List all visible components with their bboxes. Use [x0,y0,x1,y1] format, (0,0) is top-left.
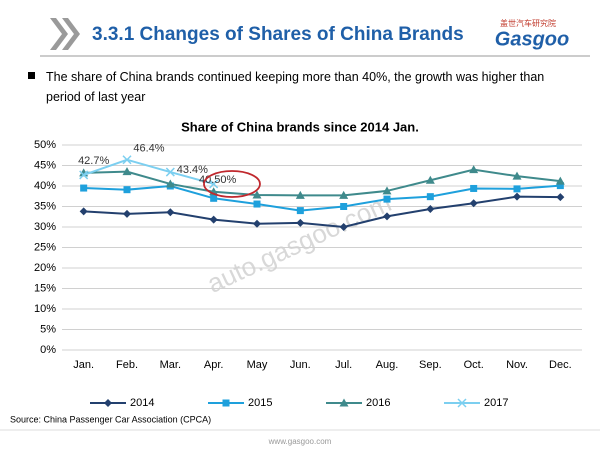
point [512,171,522,180]
y-tick-label: 25% [34,241,56,253]
legend-label: 2017 [484,397,508,409]
y-tick-label: 15% [34,282,56,294]
point [340,203,348,210]
point [383,212,391,221]
point [123,209,131,218]
x-tick-label: Feb. [116,359,138,371]
y-tick-label: 35% [34,200,56,212]
logo-cn: 盖世汽车研究院 [500,18,556,28]
x-tick-label: Jul. [335,359,352,371]
point [555,176,565,185]
point [209,215,218,224]
point [425,175,435,184]
data-label: 46.4% [133,143,164,155]
point [166,208,175,217]
x-tick-label: Oct. [464,359,484,371]
y-tick-label: 10% [34,303,56,315]
point [339,223,348,231]
point [295,190,305,199]
series-line [83,158,214,185]
point [253,219,261,228]
point [469,199,478,208]
x-tick-label: Apr. [204,359,224,371]
legend-marker [104,399,112,407]
y-tick-label: 0% [40,344,56,356]
legend-label: 2016 [366,397,390,409]
y-tick-label: 30% [34,221,56,233]
x-tick-label: May [247,359,268,371]
point [209,179,219,189]
point [513,192,521,201]
point [122,167,132,176]
legend-label: 2015 [248,397,272,409]
logo: Gasgoo [495,28,569,50]
point [296,218,305,227]
point [80,184,88,192]
slide-title: 3.3.1 Changes of Shares of China Brands [92,24,464,45]
x-tick-label: Sep. [419,359,442,371]
highlight-ring [203,170,261,198]
bullet-marker [28,72,35,79]
y-tick-label: 20% [34,262,56,274]
point [470,184,478,192]
point [253,200,261,208]
y-tick-label: 45% [34,159,56,171]
x-tick-label: Aug. [376,359,399,371]
bullet-text: The share of China brands continued keep… [46,70,545,104]
footer: www.gasgoo.com [268,437,332,446]
x-tick-label: Nov. [506,359,528,371]
point [296,207,304,215]
point [123,186,131,194]
legend-marker [457,398,467,408]
point [210,194,218,202]
x-tick-label: Jan. [73,359,94,371]
source: Source: China Passenger Car Association … [10,414,211,424]
point [556,193,565,202]
point [426,193,434,201]
point [556,182,564,190]
legend-marker [339,398,349,407]
y-tick-label: 50% [34,139,56,151]
x-tick-label: Dec. [549,359,572,371]
bullet-box: The share of China brands continued keep… [46,70,545,104]
data-label: 43.4% [177,164,208,176]
y-tick-label: 5% [40,323,56,335]
point [382,186,392,195]
point [469,165,479,174]
data-label: 42.7% [78,155,109,167]
series-line [83,184,561,212]
point [383,195,391,203]
point [79,170,89,180]
y-tick-label: 40% [34,180,56,192]
legend-label: 2014 [130,397,154,409]
point [122,155,132,165]
header-icon [50,18,80,50]
series-line [83,168,561,197]
point [165,167,175,177]
series-line [83,195,561,229]
point [513,185,521,193]
point [339,190,349,199]
point [79,207,88,216]
x-tick-label: Jun. [290,359,311,371]
x-tick-label: Mar. [160,359,181,371]
legend-marker [222,399,230,407]
point [252,190,262,199]
chart-title: Share of China brands since 2014 Jan. [181,119,419,134]
point [165,179,175,188]
point [426,204,435,213]
